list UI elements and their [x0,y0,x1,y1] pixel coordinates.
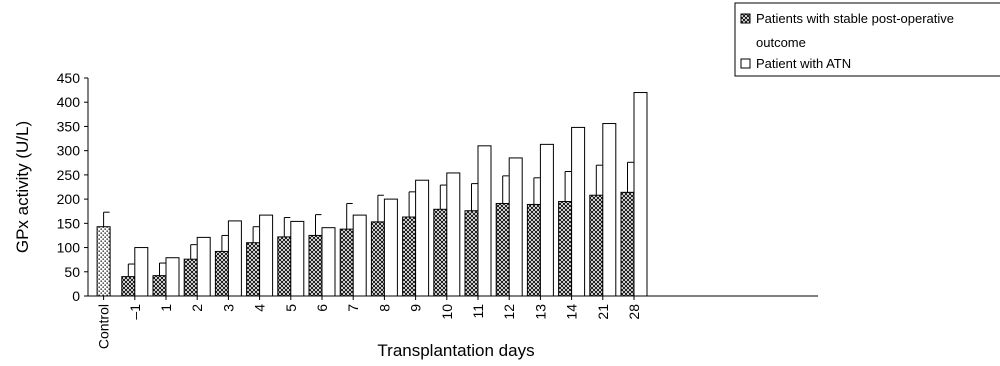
x-tick-day-12-label: 12 [501,304,517,320]
y-tick-label-100: 100 [57,240,81,256]
x-tick-control-label: Control [96,304,112,349]
y-tick-label-0: 0 [72,288,80,304]
y-axis-title: GPx activity (U/L) [13,121,32,253]
bar-stable-day-3 [214,250,229,297]
bar-atn-day-7 [352,214,367,297]
legend-label-atn: Patient with ATN [756,56,851,71]
x-tick-day-15-label: 21 [595,304,611,320]
legend: Patients with stable post-operative outc… [734,2,1000,77]
bar-atn-day-5 [290,220,305,297]
x-tick-day-13-label: 13 [532,304,548,320]
y-tick-label-400: 400 [57,94,81,110]
bar-stable-day-10 [433,208,448,297]
bar-atn-day-14 [571,126,586,297]
bar-stable-day-16 [620,191,635,297]
bar-stable-day-4 [246,242,261,297]
x-axis-title: Transplantation days [377,341,534,360]
x-tick-day-3-label: 3 [220,304,236,312]
bar-atn-day-4 [259,214,274,297]
x-tick-day-5-label: 5 [283,304,299,312]
bar-stable-day-7 [339,228,354,297]
bar-stable-day-14 [558,201,573,297]
bar-atn-day-2 [196,236,211,297]
bar-stable-day-5 [277,236,292,297]
bar-stable-day-6 [308,234,323,297]
bar-atn-day-13 [539,143,554,297]
legend-label-stable-line1: Patients with stable post-operative [756,11,954,26]
bar-stable-day-12 [495,202,510,297]
bar-control [96,226,111,297]
bar-stable-day-1 [152,275,167,297]
y-tick-label-250: 250 [57,167,81,183]
y-tick-label-200: 200 [57,191,81,207]
bar-atn-day-11 [477,145,492,297]
x-tick-day-1-label: 1 [158,304,174,312]
x-tick-day-7-label: 7 [345,304,361,312]
bar-atn-day-16 [633,92,648,297]
y-tick-label-350: 350 [57,118,81,134]
x-tick-day-16-label: 28 [626,304,642,320]
bar-stable-day-13 [526,203,541,297]
legend-box [734,2,1000,77]
bar-atn-day-10 [446,172,461,297]
bar-atn-day-9 [415,179,430,297]
bar-stable-day-8 [370,221,385,297]
x-tick-day-10-label: 10 [439,304,455,320]
legend-label-stable-line2: outcome [756,35,806,50]
bar-stable-day-11 [464,210,479,297]
x-tick-day-9-label: 9 [408,304,424,312]
x-tick-day-0-label: –1 [127,304,143,320]
y-tick-label-450: 450 [57,70,81,86]
bar-atn-day-0 [134,247,149,297]
x-tick-day-11-label: 11 [470,304,486,319]
bar-atn-day-8 [383,198,398,297]
y-tick-label-300: 300 [57,143,81,159]
bar-atn-day-15 [602,123,617,297]
x-tick-day-8-label: 8 [376,304,392,312]
bar-stable-day-2 [183,258,198,297]
legend-swatch-atn [740,58,751,69]
bar-atn-day-6 [321,227,336,297]
x-tick-day-14-label: 14 [564,304,580,320]
x-tick-day-6-label: 6 [314,304,330,312]
x-tick-day-4-label: 4 [252,304,268,312]
bar-atn-day-3 [227,220,242,297]
legend-swatch-stable [740,13,751,24]
bar-atn-day-1 [165,257,180,297]
bar-stable-day-9 [402,216,417,297]
y-tick-label-50: 50 [64,264,80,280]
y-tick-label-150: 150 [57,215,81,231]
bar-atn-day-12 [508,157,523,297]
x-tick-day-2-label: 2 [189,304,205,312]
bar-stable-day-0 [121,276,136,297]
bar-stable-day-15 [589,194,604,297]
